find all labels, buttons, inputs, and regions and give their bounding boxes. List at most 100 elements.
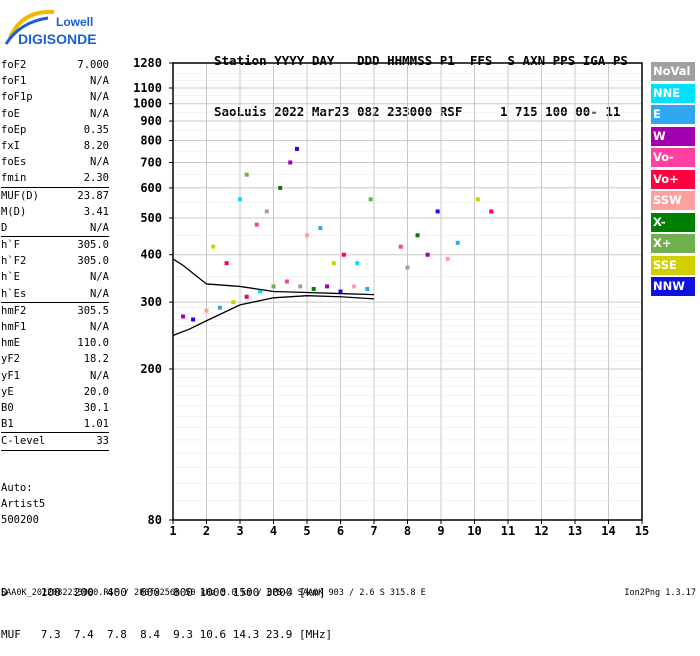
param-row: C-level 33 [1, 432, 109, 449]
x-tick-label: 11 [501, 524, 515, 538]
y-tick-label: 300 [140, 295, 162, 309]
echo-point [355, 261, 360, 266]
param-row: foF1 N/A [1, 73, 109, 89]
logo-swoosh-blue [4, 16, 49, 45]
param-value: N/A [90, 75, 109, 88]
echo-point [294, 146, 299, 151]
echo-point [191, 317, 196, 322]
x-tick-label: 14 [601, 524, 615, 538]
param-row: M(D) 3.41 [1, 204, 109, 220]
param-value: 3.41 [83, 205, 109, 218]
param-name: h`F2 [1, 255, 27, 268]
param-divider [1, 449, 109, 451]
polarization-legend: NoVal NNE E W Vo- Vo+ SSW X- X+ SSE NNW [651, 62, 695, 299]
echo-point [211, 244, 216, 249]
echo-point [311, 286, 316, 291]
param-row: fmin 2.30 [1, 170, 109, 186]
echo-point [244, 172, 249, 177]
auto-code: 500200 [1, 514, 39, 526]
x-tick-label: 15 [635, 524, 649, 538]
param-row: foE N/A [1, 106, 109, 122]
echo-point [318, 226, 323, 231]
echo-point [204, 308, 209, 313]
param-row: h`F 305.0 [1, 236, 109, 253]
echo-point [231, 300, 236, 305]
ionogram-chart: 1 2 3 4 5 6 7 8 9 10 11 12 13 14 158020030040050060070… [133, 56, 649, 538]
echo-point [217, 305, 222, 310]
legend-item: NoVal [651, 62, 695, 81]
param-value: 305.0 [77, 255, 109, 268]
x-tick-label: 10 [467, 524, 481, 538]
echo-point [325, 284, 330, 289]
param-name: B1 [1, 418, 14, 431]
param-name: foF1 [1, 75, 27, 88]
echo-point [341, 252, 346, 257]
param-value: N/A [90, 271, 109, 284]
param-value: N/A [90, 221, 109, 234]
param-row: foEp 0.35 [1, 122, 109, 138]
echo-point [338, 289, 343, 294]
echo-point [455, 240, 460, 245]
param-name: hmF2 [1, 304, 27, 317]
param-name: foEp [1, 123, 27, 136]
param-row: h`F2 305.0 [1, 253, 109, 269]
param-value: 20.0 [83, 385, 109, 398]
echo-point [368, 197, 373, 202]
x-tick-label: 4 [270, 524, 277, 538]
x-tick-label: 9 [437, 524, 444, 538]
param-name: h`Es [1, 287, 27, 300]
param-value: N/A [90, 107, 109, 120]
virtual-height-trace [172, 295, 375, 337]
y-tick-label: 400 [140, 248, 162, 262]
param-value: 23.87 [77, 189, 109, 202]
param-value: 18.2 [83, 353, 109, 366]
param-name: yF2 [1, 353, 20, 366]
digisonde-logo: Lowell DIGISONDE [4, 9, 97, 47]
param-row: D N/A [1, 220, 109, 236]
param-name: h`F [1, 239, 20, 252]
param-name: foF2 [1, 59, 27, 71]
x-tick-label: 12 [534, 524, 548, 538]
y-tick-label: 1000 [133, 97, 162, 111]
header-labels: Station YYYY DAY DDD HHMMSS P1 FFS S AXN… [214, 53, 628, 68]
footer-info: SAA0K_2022082233000.RSF / 280fx256h 50 k… [1, 588, 426, 598]
muf-frequency-row: MUF 7.3 7.4 7.8 8.4 9.3 10.6 14.3 23.9 [… [1, 628, 333, 641]
param-value: 1.01 [83, 418, 109, 431]
param-row: hmE 110.0 [1, 335, 109, 351]
param-value: 305.0 [77, 239, 109, 252]
param-row: foF2 7.000 [1, 57, 109, 73]
echo-point [331, 261, 336, 266]
x-tick-label: 3 [236, 524, 243, 538]
y-tick-label: 1280 [133, 56, 162, 70]
param-name: fmin [1, 172, 27, 185]
param-row: hmF2 305.5 [1, 301, 109, 319]
x-tick-label: 8 [404, 524, 411, 538]
echo-point [435, 209, 440, 214]
y-tick-label: 800 [140, 133, 162, 147]
echo-point [305, 233, 309, 238]
echo-point [351, 284, 356, 289]
x-tick-label: 13 [568, 524, 582, 538]
param-row: fxI 8.20 [1, 138, 109, 154]
auto-label: Auto: [1, 482, 33, 494]
param-name: fxI [1, 139, 20, 152]
software-version: Ion2Png 1.3.17 [624, 588, 696, 598]
echo-point [284, 279, 289, 284]
param-name: foF1p [1, 91, 33, 104]
param-row: foEs N/A [1, 154, 109, 170]
x-tick-label: 5 [303, 524, 310, 538]
param-row: B1 1.01 [1, 416, 109, 432]
legend-item: Vo+ [651, 169, 695, 189]
legend-item: NNW [651, 277, 695, 296]
param-row: h`Es N/A [1, 286, 109, 302]
echo-point [415, 233, 420, 238]
param-value: 8.20 [83, 139, 109, 152]
param-name: foEs [1, 156, 27, 169]
echo-point [365, 286, 370, 291]
param-value: 2.30 [83, 172, 109, 185]
echo-point [258, 289, 263, 294]
param-row: hmF1 N/A [1, 319, 109, 335]
param-row: foF1p N/A [1, 89, 109, 105]
muf-table: D 100 200 400 600 800 1000 1500 3000 [km… [1, 558, 332, 656]
echo-point [181, 314, 186, 319]
